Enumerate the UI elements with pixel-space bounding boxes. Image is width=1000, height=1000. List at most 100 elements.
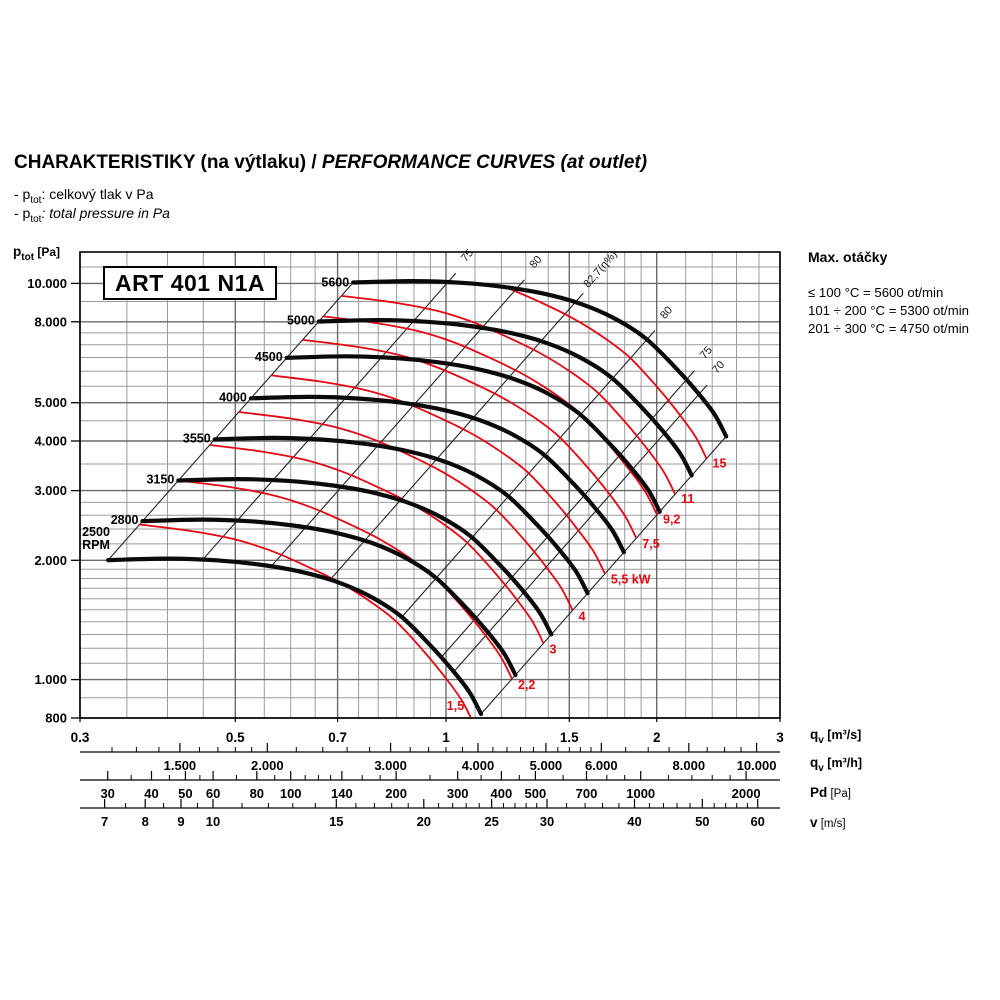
scale-tick-label: 2.000 [251, 758, 284, 773]
model-name: ART 401 N1A [115, 270, 265, 296]
scale-tick-label: 25 [484, 814, 498, 829]
rpm-curve-4500 [284, 354, 662, 514]
power-label: 15 [713, 457, 727, 471]
power-curve-7-5 [302, 339, 638, 539]
axis-name-v: v [m/s] [810, 815, 846, 830]
efficiency-label: 70 [710, 359, 727, 376]
rpm-label: 4500 [255, 350, 283, 364]
power-curve-9-2 [323, 315, 658, 516]
y-tick-label: 5.000 [34, 395, 67, 410]
rpm-unit-label: RPM [82, 538, 110, 552]
power-label: 9,2 [663, 513, 680, 527]
axis-name-pd: Pd [Pa] [810, 785, 851, 800]
x-tick-label: 3 [776, 730, 784, 745]
rpm-curve-4000 [248, 394, 626, 555]
scale-tick-label: 15 [329, 814, 343, 829]
scale-tick-label: 50 [695, 814, 709, 829]
x-tick-label: 2 [653, 730, 661, 745]
max-speed-line: ≤ 100 °C = 5600 ot/min [808, 285, 944, 300]
axis-name-qv-m3h: qv [m³/h] [810, 755, 862, 774]
scale-tick-label: 1000 [626, 786, 655, 801]
rpm-curve-3150 [176, 476, 554, 637]
scale-tick-label: 2000 [732, 786, 761, 801]
y-axis-title: ptot [Pa] [13, 244, 61, 263]
rpm-label: 2500 [82, 525, 110, 539]
rpm-curve-5600 [351, 278, 729, 439]
scale-tick-label: 7 [101, 814, 108, 829]
scale-tick-label: 9 [177, 814, 184, 829]
scale-qv--m--h-: 1.500 2.000 3.000 4.000 5.000 6.000 8.000 10.00… [80, 743, 780, 773]
scale-tick-label: 4.000 [462, 758, 495, 773]
scale-tick-label: 20 [417, 814, 431, 829]
scale-tick-label: 10.000 [737, 758, 777, 773]
scale-tick-label: 3.000 [374, 758, 407, 773]
rpm-curve-5000 [316, 317, 694, 478]
page-title-czech: CHARAKTERISTIKY (na výtlaku) / [14, 152, 322, 173]
scale-tick-label: 60 [206, 786, 220, 801]
power-curves [139, 286, 708, 718]
scale-tick-label: 5.000 [530, 758, 563, 773]
y-tick-label: 10.000 [27, 276, 67, 291]
scale-tick-label: 400 [491, 786, 513, 801]
rpm-label: 5000 [287, 314, 315, 328]
rpm-label: 5600 [321, 276, 349, 290]
subscript-tot: tot [30, 214, 42, 225]
power-curve-11 [341, 295, 676, 495]
rpm-label: 4000 [219, 390, 247, 404]
max-speed-line: 201 ÷ 300 °C = 4750 ot/min [808, 321, 969, 337]
efficiency-line [453, 384, 708, 673]
max-speed-panel: Max. otáčky ≤ 100 °C = 5600 ot/min 101 ÷… [808, 249, 1000, 339]
power-curve-15 [505, 286, 708, 459]
rpm-curve-2500 [106, 556, 484, 717]
x-tick-label: 0.5 [226, 730, 245, 745]
scale-tick-label: 50 [178, 786, 192, 801]
scale-tick-label: 200 [385, 786, 407, 801]
power-label: 4 [579, 609, 586, 623]
model-box: ART 401 N1A [103, 266, 277, 300]
efficiency-line [480, 436, 727, 715]
rpm-label: 2800 [111, 513, 139, 527]
axis-name-qv-m3s: qv [m³/s] [810, 727, 862, 746]
rpm-curve-2800 [140, 517, 518, 678]
scale-v--m-s-: 7 8 9 10 15 20 25 30 40 50 60 [80, 799, 780, 829]
x-tick-label: 0.3 [71, 730, 90, 745]
y-axis-unit: [Pa] [34, 245, 61, 259]
page-title-english: PERFORMANCE CURVES (at outlet) [321, 152, 648, 173]
x-tick-label: 1 [442, 730, 450, 745]
power-curve-labels: 1,5 2,2 3 4 5,5 kW 7,5 9,211 15 [447, 457, 727, 713]
y-tick-label: 4.000 [34, 434, 67, 449]
scale-tick-label: 500 [525, 786, 547, 801]
scale-tick-label: 100 [280, 786, 302, 801]
scale-Pd--Pa-: 30 40 50 60 80 100 140 200 300 400 500 700 1000 2000 [80, 771, 780, 801]
power-curve-1-5 [139, 523, 472, 718]
power-label: 7,5 [642, 537, 659, 551]
max-speed-heading: Max. otáčky [808, 249, 888, 265]
efficiency-label: 80 [658, 304, 675, 321]
scale-tick-label: 10 [206, 814, 220, 829]
note-ptot-czech: - ptot: celkový tlak v Pa [14, 186, 154, 206]
rpm-curves [106, 278, 729, 717]
scale-tick-label: 80 [250, 786, 264, 801]
scale-tick-label: 8 [142, 814, 149, 829]
subscript-tot: tot [21, 252, 35, 263]
max-speed-lines: ≤ 100 °C = 5600 ot/min 101 ÷ 200 °C = 53… [808, 284, 1000, 339]
page-title: CHARAKTERISTIKY (na výtlaku) / PERFORMAN… [14, 152, 647, 174]
power-curve-5-5-kW [270, 374, 606, 575]
power-curve-4 [238, 411, 574, 611]
scale-tick-label: 8.000 [673, 758, 706, 773]
scale-tick-label: 140 [331, 786, 353, 801]
y-tick-label: 2.000 [34, 553, 67, 568]
scale-tick-label: 30 [540, 814, 554, 829]
y-tick-label: 8.000 [34, 314, 67, 329]
x-tick-label: 0.7 [328, 730, 347, 745]
axes: 800 1.000 2.000 3.000 4.000 5.000 8.000 10.000 0… [27, 251, 784, 745]
efficiency-label: 80 [528, 254, 545, 271]
efficiency-line [107, 282, 354, 561]
scale-tick-label: 60 [750, 814, 764, 829]
scale-tick-label: 30 [100, 786, 114, 801]
subscript-tot: tot [30, 195, 42, 206]
power-label: 1,5 [447, 699, 464, 713]
efficiency-label: 75 [459, 247, 476, 264]
scale-tick-label: 300 [447, 786, 469, 801]
